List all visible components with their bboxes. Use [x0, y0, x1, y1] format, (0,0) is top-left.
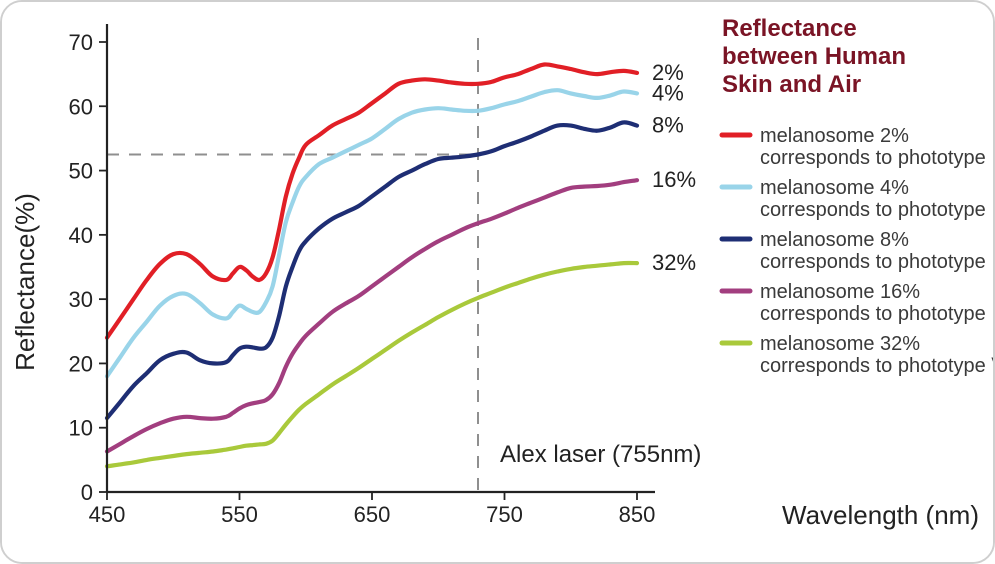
series-end-label-32%: 32%	[652, 250, 696, 275]
legend-label-8%-l1: melanosome 8%	[760, 229, 909, 251]
y-tick-label: 40	[69, 223, 93, 248]
series-end-label-16%: 16%	[652, 167, 696, 192]
legend-label-2%-l2: corresponds to phototype Ⅰ	[760, 147, 993, 169]
legend-label-4%-l2: corresponds to phototype Ⅱ	[760, 199, 993, 221]
x-axis-title: Wavelength (nm)	[782, 500, 979, 530]
y-tick-label: 50	[69, 159, 93, 184]
x-tick-label: 650	[354, 502, 391, 527]
y-tick-label: 60	[69, 94, 93, 119]
legend-label-32%-l1: melanosome 32%	[760, 333, 920, 355]
legend-label-16%-l2: corresponds to phototype Ⅳ	[760, 303, 993, 325]
legend-title-line: Skin and Air	[722, 71, 861, 98]
x-tick-label: 750	[486, 502, 523, 527]
y-tick-label: 20	[69, 351, 93, 376]
x-tick-label: 550	[221, 502, 258, 527]
y-axis-title: Reflectance(%)	[10, 193, 40, 371]
x-tick-label: 850	[619, 502, 656, 527]
x-tick-label: 450	[89, 502, 126, 527]
legend-title-line: between Human	[722, 43, 906, 70]
series-end-label-4%: 4%	[652, 80, 684, 105]
y-tick-label: 30	[69, 287, 93, 312]
legend-label-32%-l2: corresponds to phototype Ⅴ	[760, 355, 993, 377]
chart-svg: 2%4%8%16%32%4505506507508500102030405060…	[2, 2, 993, 562]
legend-label-4%-l1: melanosome 4%	[760, 177, 909, 199]
y-tick-label: 0	[81, 480, 93, 505]
legend-label-8%-l2: corresponds to phototype Ⅲ	[760, 251, 993, 273]
annotation-alex-laser: Alex laser (755nm)	[500, 441, 701, 468]
y-tick-label: 10	[69, 416, 93, 441]
legend-title-line: Reflectance	[722, 15, 857, 42]
legend-label-2%-l1: melanosome 2%	[760, 125, 909, 147]
series-end-label-8%: 8%	[652, 113, 684, 138]
legend-label-16%-l1: melanosome 16%	[760, 281, 920, 303]
y-tick-label: 70	[69, 30, 93, 55]
chart-frame: 2%4%8%16%32%4505506507508500102030405060…	[0, 0, 995, 564]
